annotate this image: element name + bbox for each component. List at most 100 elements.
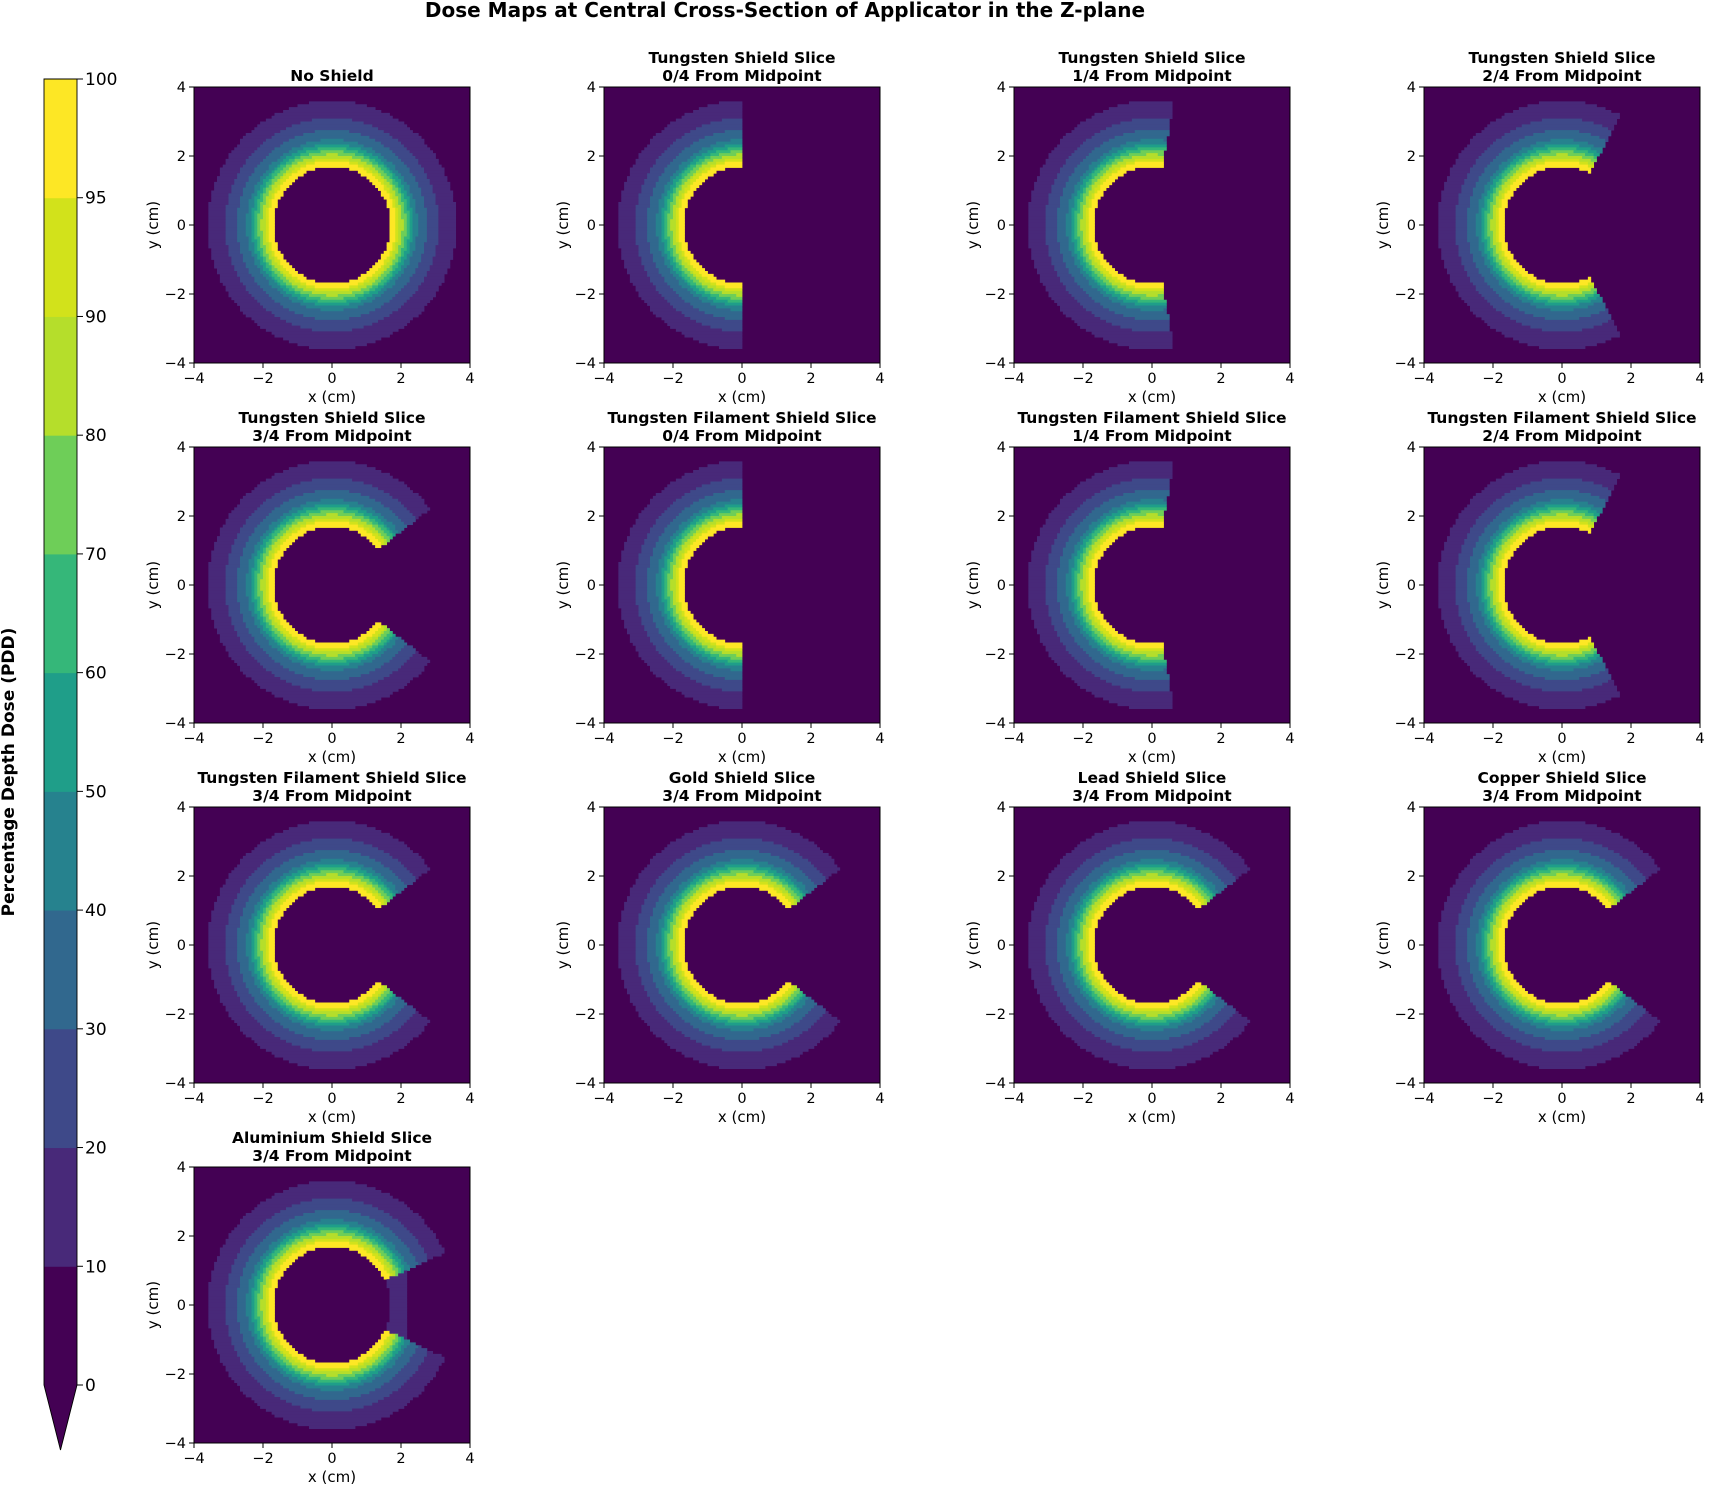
dose-cell (383, 636, 390, 641)
dose-cell (1028, 587, 1047, 592)
dose-cell (240, 138, 267, 143)
dose-cell (311, 651, 353, 655)
dose-cell (280, 677, 316, 681)
dose-cell (265, 210, 270, 214)
dose-cell (678, 550, 685, 554)
dose-cell (1438, 227, 1457, 232)
dose-cell (701, 507, 714, 511)
dose-cell (268, 282, 278, 286)
dose-cell (1106, 628, 1116, 632)
dose-cell (372, 285, 379, 289)
dose-cell (288, 158, 296, 163)
dose-cell (257, 579, 261, 583)
dose-cell (678, 210, 685, 214)
dose-cell (288, 656, 298, 661)
dose-cell (713, 133, 743, 137)
dose-cell (240, 196, 252, 200)
dose-cell (687, 550, 694, 554)
dose-cell (1490, 204, 1494, 209)
dose-cell (1057, 504, 1081, 508)
dose-cell (635, 576, 648, 580)
dose-cell (1507, 262, 1511, 266)
panel-subtitle: 1/4 From Midpoint (1072, 67, 1232, 85)
dose-cell (658, 268, 671, 272)
y-tick-label: −2 (985, 287, 1006, 303)
dose-cell (710, 516, 723, 520)
dose-cell (681, 202, 688, 206)
dose-cell (257, 202, 261, 206)
dose-cell (1108, 107, 1173, 111)
dose-cell (1487, 299, 1505, 304)
dose-cell (1057, 570, 1070, 574)
dose-cell (675, 219, 680, 223)
dose-cell (650, 250, 662, 255)
dose-cell (1077, 219, 1081, 223)
dose-cell (1487, 124, 1523, 128)
dose-cell (1077, 576, 1084, 580)
dose-cell (1123, 314, 1170, 318)
dose-cell (1094, 472, 1173, 477)
dose-cell (380, 279, 388, 283)
dose-cell (673, 250, 677, 255)
dose-cell (1516, 173, 1523, 177)
dose-cell (670, 685, 711, 689)
dose-cell (1504, 276, 1511, 281)
dose-cell (265, 225, 270, 229)
dose-cell (1510, 176, 1514, 180)
dose-cell (1475, 213, 1482, 217)
dose-cell (383, 516, 399, 520)
dose-cell (1031, 250, 1049, 255)
dose-cell (300, 654, 310, 658)
dose-cell (1091, 628, 1098, 632)
colorbar-segment-90-95 (44, 197, 77, 317)
dose-cell (1057, 144, 1081, 148)
dose-cell (389, 507, 408, 511)
dose-cell (286, 291, 296, 295)
dose-cell (673, 253, 680, 258)
dose-cell (369, 311, 393, 315)
dose-cell (1060, 498, 1087, 503)
dose-cell (237, 271, 250, 275)
dose-cell (670, 613, 674, 618)
dose-cell (352, 328, 399, 332)
dose-cell (638, 556, 651, 560)
dose-cell (369, 179, 379, 183)
dose-cell (389, 225, 396, 229)
dose-cell (1470, 248, 1480, 252)
dose-cell (392, 271, 399, 275)
dose-cell (684, 625, 691, 629)
dose-cell (1484, 222, 1488, 226)
dose-cell (283, 158, 290, 163)
dose-cell (1031, 608, 1049, 612)
dose-cell (1091, 536, 1095, 540)
dose-cell (288, 668, 321, 672)
dose-cell (647, 590, 657, 595)
dose-cell (675, 605, 680, 609)
dose-cell (1074, 248, 1078, 252)
dose-cell (1045, 602, 1061, 606)
dose-cell (1085, 262, 1090, 266)
dose-cell (228, 153, 252, 157)
dose-cell (1088, 539, 1093, 543)
dose-cell (618, 593, 637, 597)
dose-cell (1493, 248, 1497, 252)
dose-cell (1091, 602, 1098, 606)
dose-cell (280, 176, 284, 180)
dose-cell (1083, 179, 1090, 183)
dose-cell (678, 256, 685, 260)
dose-cell (1146, 153, 1159, 157)
dose-cell (283, 167, 290, 171)
dose-cell (1544, 285, 1580, 289)
dose-cell (300, 279, 316, 283)
dose-cell (412, 227, 419, 232)
dose-cell (257, 507, 275, 511)
dose-cell (383, 259, 390, 263)
dose-cell (1481, 222, 1485, 226)
dose-cell (678, 222, 685, 226)
dose-cell (716, 510, 731, 514)
dose-cell (678, 567, 685, 572)
dose-cell (263, 518, 278, 523)
panel-title: Tungsten Shield Slice (1059, 49, 1246, 67)
dose-cell (675, 573, 680, 577)
dose-cell (638, 513, 662, 517)
